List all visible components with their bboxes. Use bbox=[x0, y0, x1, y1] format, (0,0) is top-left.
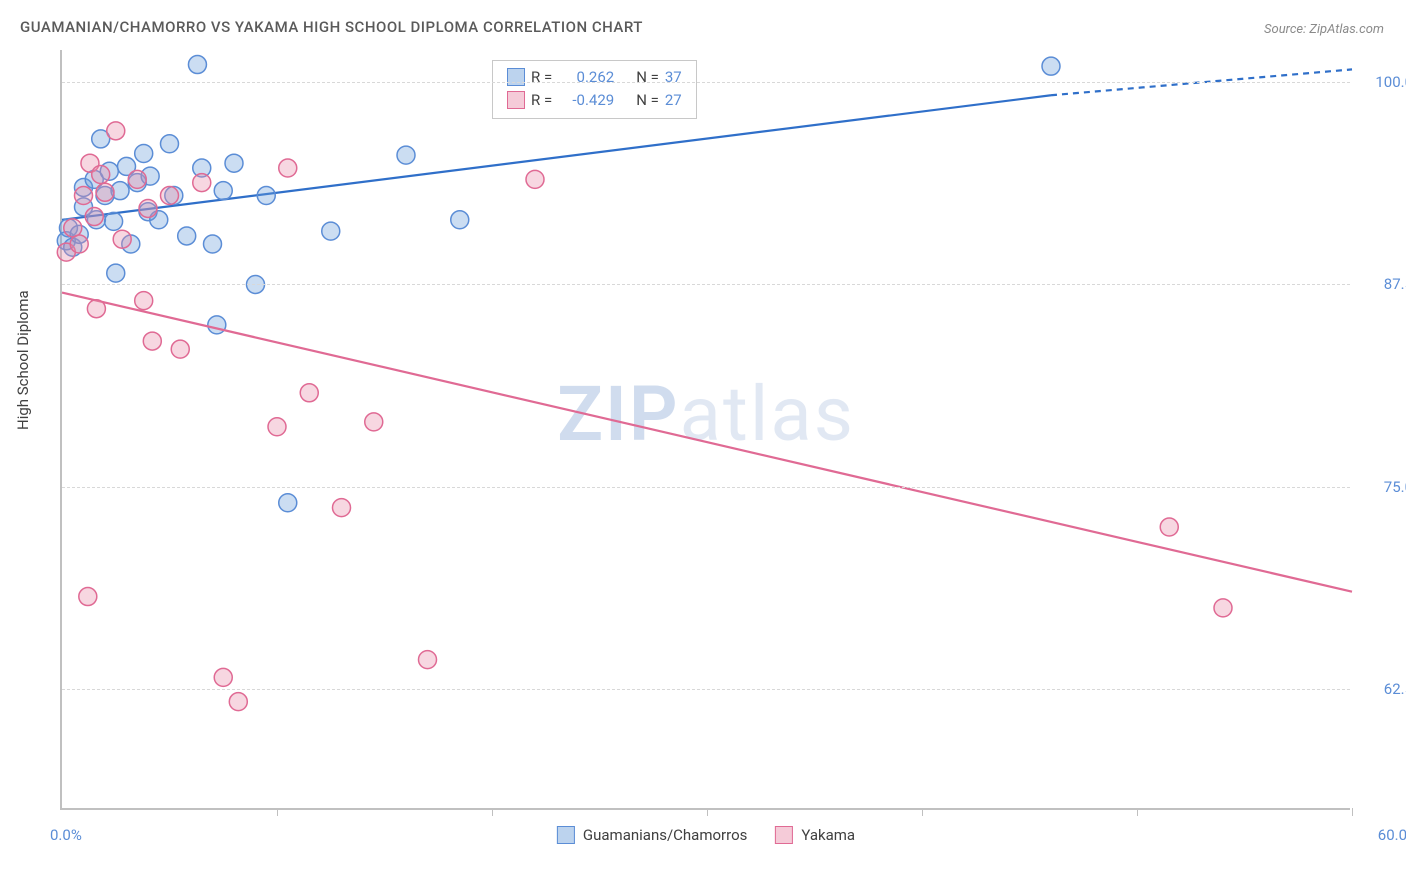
data-point bbox=[1214, 599, 1232, 617]
x-axis-max-label: 60.0% bbox=[1378, 826, 1406, 844]
stats-legend-row: R = 0.262 N = 37 bbox=[507, 66, 682, 89]
legend-item: Yakama bbox=[775, 826, 855, 844]
y-tick-label: 100.0% bbox=[1375, 73, 1406, 91]
data-point bbox=[135, 144, 153, 162]
data-point bbox=[451, 211, 469, 229]
data-point bbox=[105, 212, 123, 230]
data-point bbox=[75, 187, 93, 205]
y-tick-label: 75.0% bbox=[1384, 478, 1406, 496]
n-value: 37 bbox=[665, 66, 682, 89]
data-point bbox=[204, 235, 222, 253]
data-point bbox=[365, 413, 383, 431]
x-axis-min-label: 0.0% bbox=[50, 826, 82, 844]
data-point bbox=[279, 494, 297, 512]
chart-svg bbox=[62, 50, 1350, 808]
y-axis-label: High School Diploma bbox=[14, 290, 32, 430]
data-point bbox=[397, 146, 415, 164]
x-tick bbox=[277, 808, 278, 816]
data-point bbox=[87, 300, 105, 318]
data-point bbox=[161, 187, 179, 205]
data-point bbox=[300, 384, 318, 402]
swatch-icon bbox=[507, 91, 525, 109]
source-label: Source: ZipAtlas.com bbox=[1264, 22, 1384, 37]
data-point bbox=[92, 166, 110, 184]
data-point bbox=[161, 135, 179, 153]
legend-item: Guamanians/Chamorros bbox=[557, 826, 747, 844]
data-point bbox=[64, 219, 82, 237]
data-point bbox=[225, 154, 243, 172]
data-point bbox=[193, 174, 211, 192]
data-point bbox=[229, 693, 247, 711]
data-point bbox=[257, 187, 275, 205]
r-label: R = bbox=[531, 89, 552, 112]
r-label: R = bbox=[531, 66, 552, 89]
n-value: 27 bbox=[665, 89, 682, 112]
stats-legend-row: R = -0.429 N = 27 bbox=[507, 89, 682, 112]
gridline-h bbox=[62, 284, 1350, 285]
r-value: 0.262 bbox=[558, 66, 614, 89]
swatch-icon bbox=[557, 826, 575, 844]
data-point bbox=[107, 264, 125, 282]
y-tick-label: 62.5% bbox=[1384, 680, 1406, 698]
data-point bbox=[171, 340, 189, 358]
chart-title: GUAMANIAN/CHAMORRO VS YAKAMA HIGH SCHOOL… bbox=[20, 18, 643, 36]
x-tick bbox=[707, 808, 708, 816]
data-point bbox=[107, 122, 125, 140]
r-value: -0.429 bbox=[558, 89, 614, 112]
stats-legend: R = 0.262 N = 37 R = -0.429 N = 27 bbox=[492, 60, 697, 119]
data-point bbox=[214, 668, 232, 686]
n-label: N = bbox=[636, 89, 659, 112]
plot-area: ZIPatlas R = 0.262 N = 37 R = -0.429 N =… bbox=[60, 50, 1350, 810]
data-point bbox=[322, 222, 340, 240]
x-tick bbox=[1137, 808, 1138, 816]
legend-label: Guamanians/Chamorros bbox=[583, 826, 747, 844]
data-point bbox=[1042, 57, 1060, 75]
swatch-icon bbox=[507, 68, 525, 86]
legend-label: Yakama bbox=[801, 826, 855, 844]
x-tick bbox=[1352, 808, 1353, 816]
swatch-icon bbox=[775, 826, 793, 844]
data-point bbox=[268, 418, 286, 436]
data-point bbox=[143, 332, 161, 350]
x-tick bbox=[922, 808, 923, 816]
data-point bbox=[135, 292, 153, 310]
y-tick-label: 87.5% bbox=[1384, 275, 1406, 293]
data-point bbox=[526, 170, 544, 188]
data-point bbox=[1160, 518, 1178, 536]
data-point bbox=[85, 208, 103, 226]
data-point bbox=[208, 316, 226, 334]
data-point bbox=[96, 183, 114, 201]
n-label: N = bbox=[636, 66, 659, 89]
data-point bbox=[279, 159, 297, 177]
data-point bbox=[139, 199, 157, 217]
data-point bbox=[70, 235, 88, 253]
trend-line bbox=[62, 293, 1352, 592]
data-point bbox=[113, 230, 131, 248]
data-point bbox=[419, 651, 437, 669]
data-point bbox=[128, 170, 146, 188]
gridline-h bbox=[62, 82, 1350, 83]
data-point bbox=[214, 182, 232, 200]
data-point bbox=[188, 56, 206, 74]
data-point bbox=[333, 499, 351, 517]
series-legend: Guamanians/Chamorros Yakama bbox=[557, 826, 855, 844]
data-point bbox=[79, 588, 97, 606]
gridline-h bbox=[62, 487, 1350, 488]
data-point bbox=[178, 227, 196, 245]
x-tick bbox=[492, 808, 493, 816]
gridline-h bbox=[62, 689, 1350, 690]
